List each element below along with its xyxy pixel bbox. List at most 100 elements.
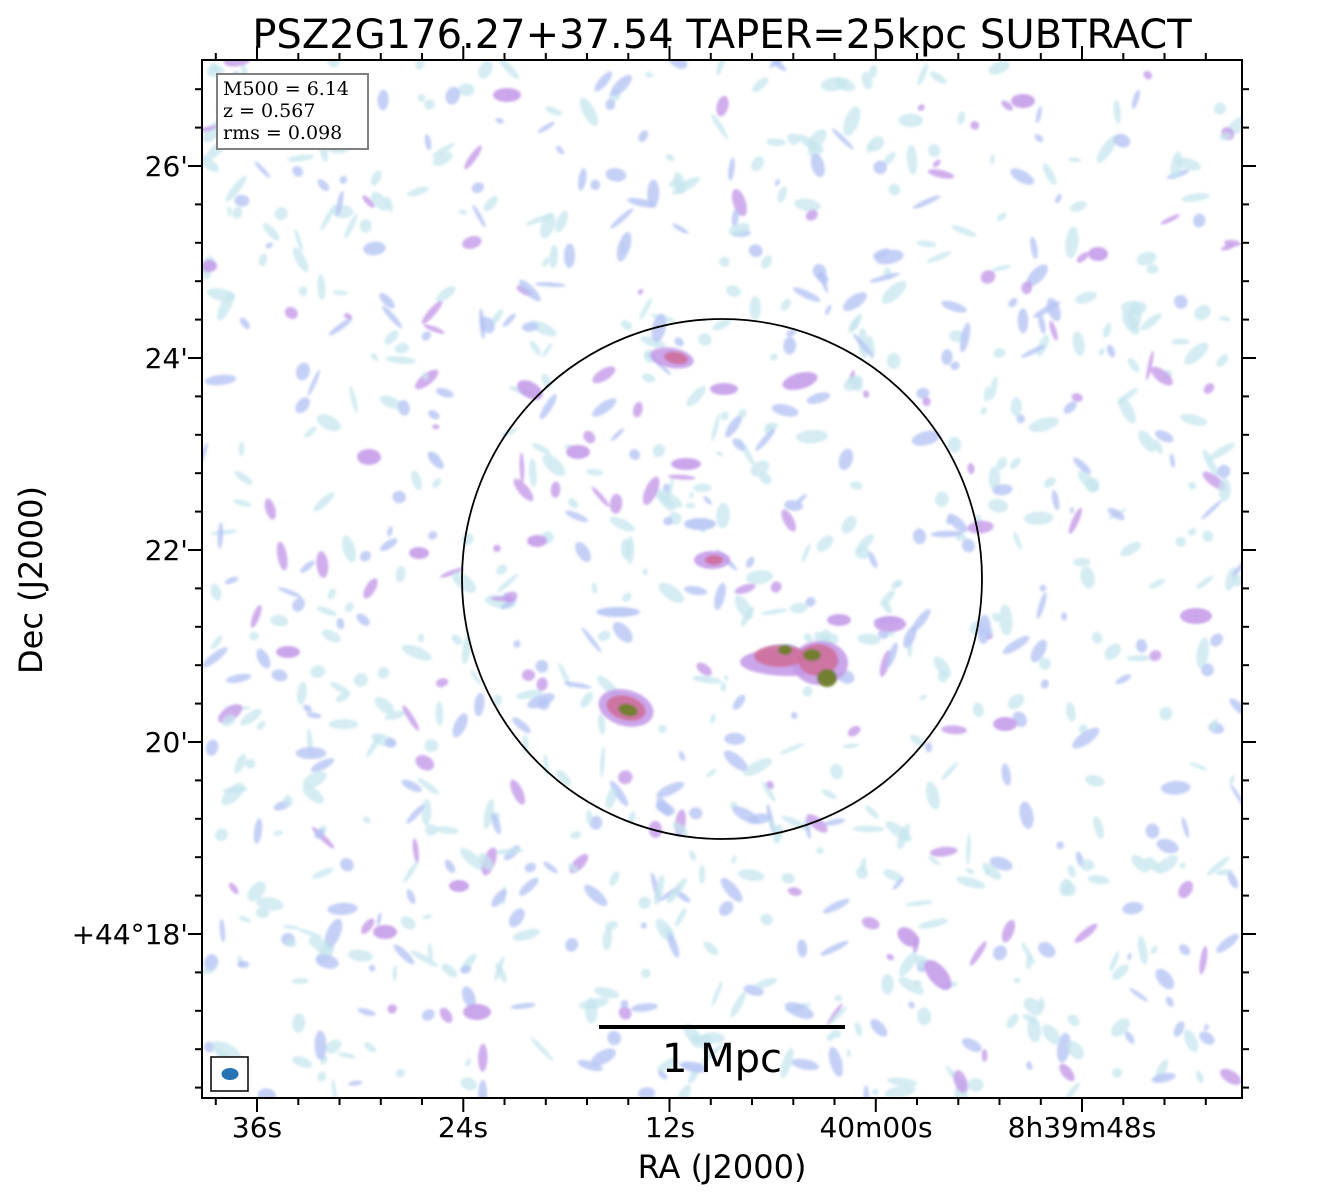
noise-blob [924, 742, 933, 753]
emission-patch [671, 458, 701, 470]
noise-blob [412, 838, 419, 863]
noise-blob [926, 251, 952, 263]
noise-blob [1213, 102, 1226, 115]
noise-blob [1112, 1067, 1123, 1078]
noise-blob [917, 104, 925, 111]
noise-blob [462, 236, 482, 249]
noise-blob [424, 824, 438, 836]
noise-blob [969, 941, 987, 966]
noise-blob [1061, 612, 1068, 621]
noise-blob [1175, 536, 1187, 548]
noise-blob [1023, 997, 1043, 1016]
noise-blob [491, 889, 507, 907]
noise-blob [861, 917, 880, 930]
noise-blob [316, 551, 329, 578]
noise-blob [834, 994, 843, 1002]
noise-blob [1232, 560, 1242, 576]
noise-blob [524, 862, 537, 873]
noise-blob [300, 560, 315, 573]
noise-blob [245, 758, 256, 769]
x-tick-label: 36s [232, 1111, 282, 1144]
noise-blob [376, 912, 382, 926]
noise-blob [379, 292, 395, 309]
noise-blob [838, 448, 854, 471]
noise-blob [479, 308, 486, 339]
noise-blob [961, 1037, 982, 1053]
noise-blob [750, 460, 770, 477]
noise-blob [227, 206, 232, 217]
noise-blob [531, 443, 551, 455]
noise-blob [1013, 531, 1022, 550]
noise-blob [1169, 453, 1176, 468]
noise-blob [458, 83, 475, 97]
noise-blob [1072, 331, 1085, 356]
noise-blob [826, 1003, 843, 1026]
noise-blob [883, 152, 896, 165]
noise-blob [933, 656, 952, 678]
noise-blob [577, 168, 587, 191]
noise-blob [1118, 396, 1136, 424]
noise-blob [956, 876, 986, 889]
noise-blob [394, 343, 410, 354]
noise-blob [1059, 1063, 1075, 1082]
noise-blob [452, 713, 468, 738]
x-tick-label: 8h39m48s [1008, 1111, 1157, 1144]
noise-blob [957, 111, 966, 125]
noise-blob [1199, 1031, 1215, 1045]
noise-blob [1136, 638, 1148, 653]
noise-blob [620, 1000, 629, 1008]
noise-blob [970, 121, 980, 130]
noise-blob [1087, 874, 1110, 885]
noise-blob [1059, 878, 1073, 897]
noise-blob [339, 857, 354, 872]
noise-blob [256, 720, 266, 730]
noise-blob [1085, 478, 1100, 493]
noise-blob [529, 340, 542, 356]
noise-blob [802, 686, 813, 697]
noise-blob [674, 337, 684, 347]
noise-blob [315, 954, 339, 969]
noise-blob [983, 385, 990, 403]
noise-blob [607, 1030, 622, 1046]
noise-blob [1223, 239, 1241, 247]
noise-blob [580, 691, 594, 708]
noise-blob [234, 471, 253, 485]
noise-blob [328, 719, 359, 730]
noise-blob [1138, 430, 1156, 453]
noise-blob [1098, 348, 1105, 356]
noise-blob [1066, 702, 1076, 722]
emission-patch [566, 445, 590, 459]
noise-blob [857, 533, 874, 552]
noise-blob [277, 587, 302, 598]
noise-blob [371, 191, 389, 211]
noise-blob [497, 573, 519, 593]
noise-blob [1199, 945, 1208, 975]
noise-blob [415, 60, 425, 70]
noise-blob [483, 196, 499, 212]
noise-blob [542, 257, 550, 267]
noise-blob [611, 428, 625, 441]
noise-blob [762, 781, 776, 802]
noise-blob [658, 724, 667, 734]
noise-blob [233, 499, 252, 507]
noise-blob [696, 662, 712, 676]
noise-blob [206, 288, 236, 302]
noise-blob [999, 604, 1013, 636]
noise-blob [1027, 1018, 1042, 1043]
noise-blob [870, 1018, 888, 1037]
noise-blob [932, 159, 941, 168]
noise-blob [688, 850, 697, 861]
noise-blob [972, 702, 984, 718]
noise-blob [362, 195, 375, 208]
noise-blob [1227, 871, 1239, 889]
noise-blob [842, 292, 867, 312]
noise-blob [1051, 489, 1060, 511]
noise-blob [592, 366, 616, 384]
noise-blob [590, 179, 601, 190]
noise-blob [202, 125, 219, 133]
noise-blob [264, 498, 276, 520]
noise-blob [760, 913, 773, 926]
noise-blob [427, 452, 444, 469]
noise-blob [745, 570, 773, 585]
noise-blob [989, 856, 1013, 871]
